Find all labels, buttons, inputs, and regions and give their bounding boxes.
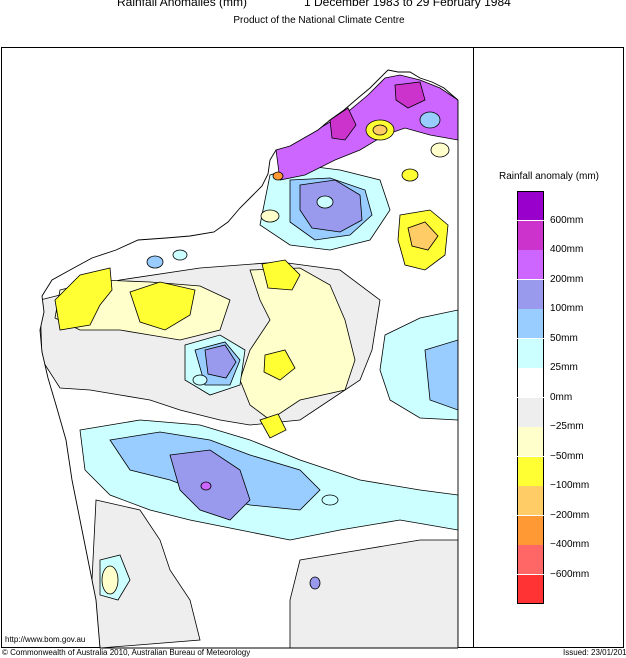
violet-cell-se — [309, 576, 321, 590]
yellow-region-south-b — [259, 413, 287, 439]
yellow-region-central — [261, 259, 301, 291]
legend-swatch — [517, 309, 544, 338]
grey-region-se — [289, 539, 458, 648]
legend-label: 200mm — [550, 274, 584, 285]
issued-date: Issued: 23/01/2010 — [563, 648, 626, 657]
yellow-region-south-central — [263, 349, 296, 381]
legend-label: 100mm — [550, 303, 584, 314]
violet-cell-south — [200, 481, 212, 491]
periwinkle-region-mid — [204, 344, 237, 379]
cyan-cell-pilbara-b — [172, 249, 188, 261]
legend-swatch — [517, 191, 544, 220]
legend-swatch — [517, 339, 544, 368]
map-subtitle: Product of the National Climate Centre — [233, 15, 405, 26]
blue-cell-pilbara — [146, 255, 164, 269]
copyright-notice: © Commonwealth of Australia 2010, Austra… — [2, 648, 251, 657]
blue-region-east — [424, 339, 458, 411]
cyan-cell-pilbara — [316, 195, 334, 209]
legend-label: −25mm — [550, 421, 584, 432]
legend-swatch — [517, 427, 544, 456]
legend-swatch — [517, 368, 544, 397]
legend-label: −200mm — [550, 510, 590, 521]
legend-swatch — [517, 516, 544, 545]
legend-label: −600mm — [550, 569, 590, 580]
legend-title: Rainfall anomaly (mm) — [498, 171, 600, 182]
blue-cell-northeast — [419, 111, 441, 129]
legend-swatch — [517, 457, 544, 486]
legend-swatch — [517, 545, 544, 574]
legend-label: −100mm — [550, 480, 590, 491]
legend-divider — [473, 47, 474, 648]
legend-label: 600mm — [550, 215, 584, 226]
yellow-cell-kimberley-c — [401, 168, 419, 182]
legend-swatch — [517, 280, 544, 309]
legend-label: 25mm — [550, 362, 578, 373]
legend-label: −400mm — [550, 539, 590, 550]
orange-cell-kimberley — [372, 124, 388, 136]
cyan-cell-mid — [192, 374, 208, 386]
yellow-region-mid-a — [129, 281, 196, 331]
lightyellow-region-central — [239, 267, 356, 421]
yellow-cell-sw — [101, 565, 119, 595]
legend-label: 50mm — [550, 333, 578, 344]
yellow-cell-pilbara — [260, 209, 280, 223]
title-variable: Rainfall Anomalies (mm) — [117, 0, 248, 9]
source-url[interactable]: http://www.bom.gov.au — [5, 635, 86, 644]
cyan-cell-se — [321, 494, 339, 506]
legend-swatch — [517, 575, 544, 604]
legend-swatch — [517, 486, 544, 515]
legend-label: 0mm — [550, 392, 573, 403]
magenta-region-kimberley-b — [394, 81, 426, 109]
title-period: 1 December 1983 to 29 February 1984 — [304, 0, 511, 9]
orange-cell-coast — [272, 171, 284, 181]
legend-swatch — [517, 221, 544, 250]
magenta-region-kimberley — [329, 107, 357, 141]
coastline — [39, 69, 459, 649]
legend-swatch — [517, 398, 544, 427]
legend-swatch — [517, 250, 544, 279]
yellow-region-northwest — [54, 267, 113, 331]
legend-label: −50mm — [550, 451, 584, 462]
orange-region-northeast — [407, 221, 439, 251]
yellow-cell-kimberley-b — [430, 142, 450, 158]
legend-label: 400mm — [550, 244, 584, 255]
